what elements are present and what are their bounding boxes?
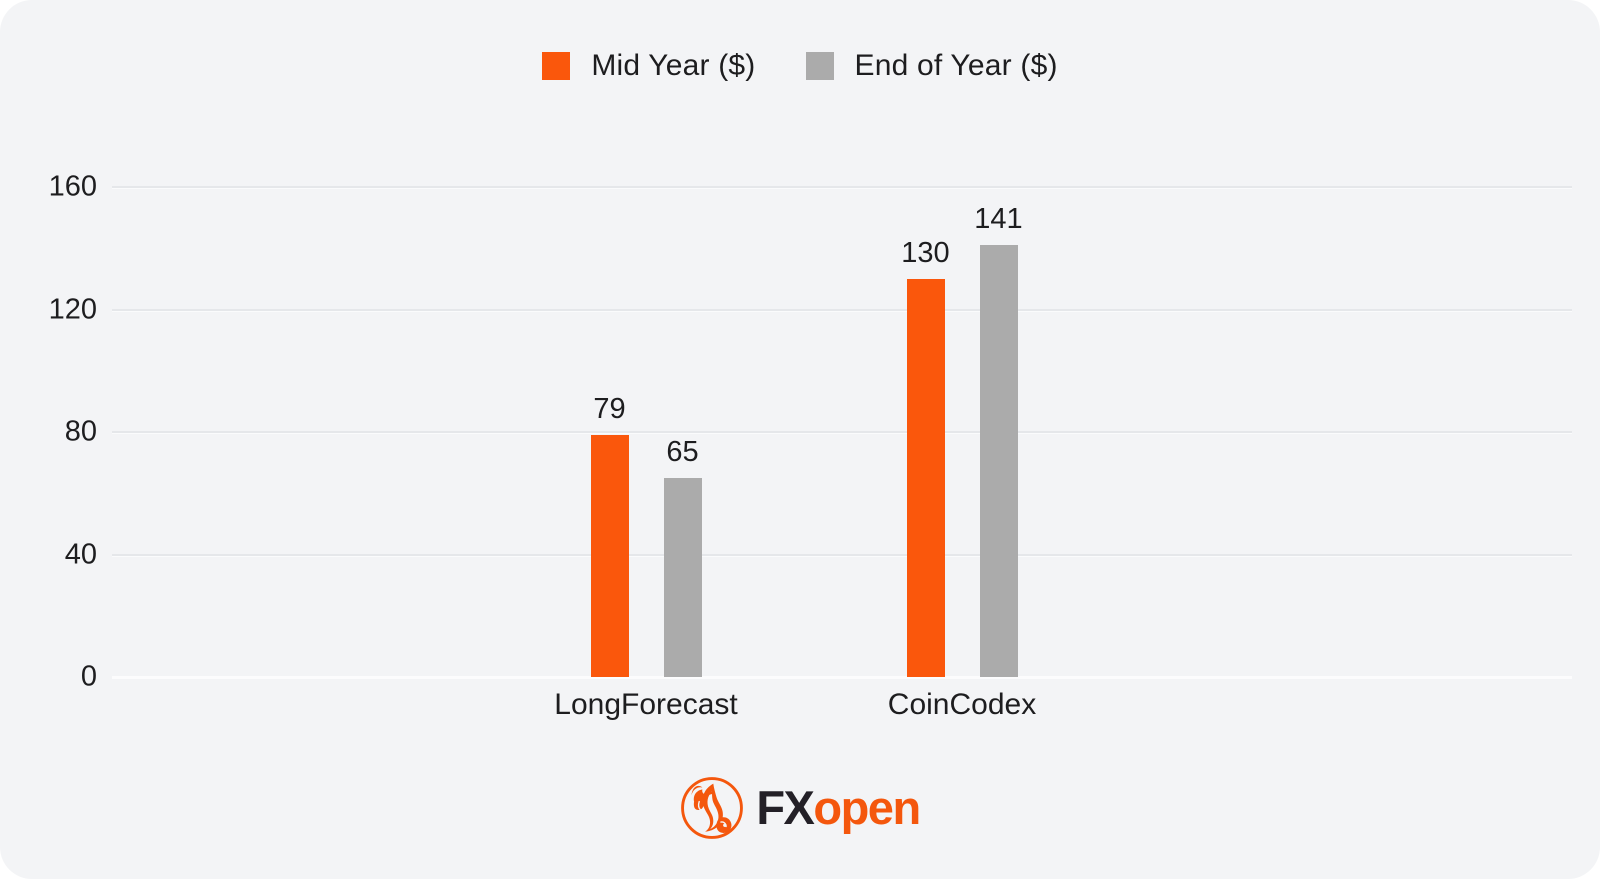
bar-value-label: 141 xyxy=(974,203,1023,236)
grid-line-160 xyxy=(112,186,1572,189)
chart-legend: Mid Year ($) End of Year ($) xyxy=(0,47,1600,85)
y-axis-tick-label: 120 xyxy=(48,293,97,325)
fxopen-wordmark: FXopen xyxy=(756,776,921,840)
orange-square-swatch-icon xyxy=(542,52,571,80)
x-axis-category-label: CoinCodex xyxy=(887,688,1037,721)
gray-square-swatch-icon xyxy=(805,52,834,80)
grid-line-0 xyxy=(112,676,1572,679)
bar-end-of-year-coincodex xyxy=(979,245,1018,677)
fxopen-bull-emblem-icon xyxy=(681,777,744,839)
grid-line-40 xyxy=(112,553,1572,557)
x-axis-category-label: LongForecast xyxy=(554,688,738,721)
logo-fx-text: FX xyxy=(756,781,815,834)
grid-line-80 xyxy=(112,431,1572,434)
fxopen-logo: FXopen xyxy=(0,776,1600,840)
legend-label-end-of-year: End of Year ($) xyxy=(854,49,1058,82)
y-axis-tick-label: 0 xyxy=(80,660,97,693)
plot-area: 0 40 80 120 160 79 65 LongForecast 130 141 CoinCod… xyxy=(49,171,1572,721)
grid-line-120 xyxy=(112,308,1572,312)
bar-value-label: 130 xyxy=(901,236,950,269)
bar-end-of-year-longforecast xyxy=(663,477,702,677)
y-axis-tick-label: 160 xyxy=(48,170,97,203)
bar-value-label: 65 xyxy=(666,435,699,468)
legend-item-mid-year: Mid Year ($) xyxy=(542,47,755,85)
bar-value-label: 79 xyxy=(593,393,626,426)
logo-open-text: open xyxy=(813,781,921,834)
legend-label-mid-year: Mid Year ($) xyxy=(591,49,756,82)
y-axis-tick-label: 40 xyxy=(64,538,97,570)
y-axis-tick-label: 80 xyxy=(64,415,97,448)
legend-item-end-of-year: End of Year ($) xyxy=(805,47,1058,85)
bar-mid-year-longforecast xyxy=(590,435,629,677)
bar-mid-year-coincodex xyxy=(906,278,945,677)
